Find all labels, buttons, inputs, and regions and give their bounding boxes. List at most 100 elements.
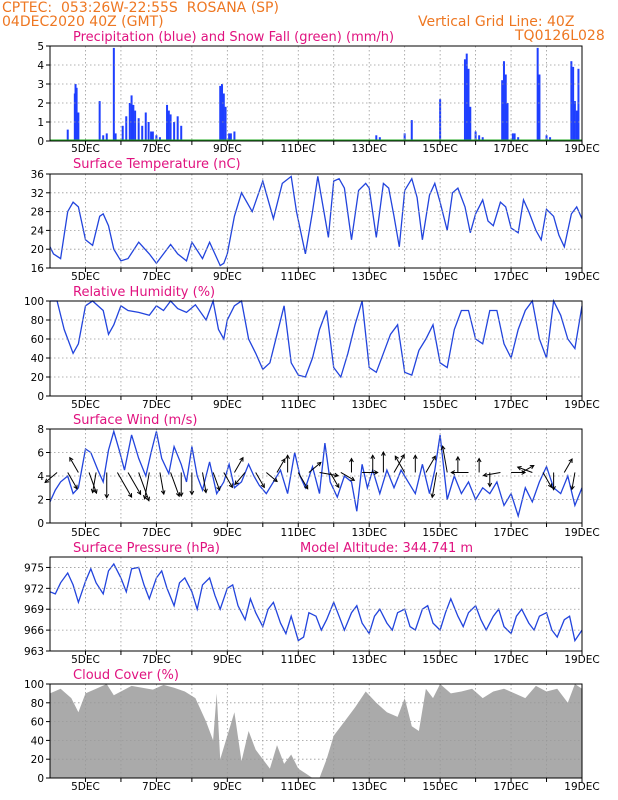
precip-frame: [49, 45, 583, 142]
y-tick-label: 80: [31, 315, 44, 327]
wind-arrow: [551, 472, 556, 491]
grid-line-label: Vertical Grid Line: 40Z: [418, 14, 575, 30]
precip-bar: [222, 93, 225, 141]
date-label: 11DEC: [281, 527, 316, 539]
date-label: 15DEC: [422, 781, 457, 793]
wind-arrow: [116, 472, 133, 499]
temp-line: [49, 175, 583, 267]
y-tick-label: 4: [37, 471, 44, 483]
y-tick-label: 4: [37, 60, 44, 72]
wind-arrow: [394, 455, 406, 473]
date-label: 17DEC: [493, 654, 528, 666]
date-label: 5DEC: [71, 654, 100, 666]
precip-bar: [114, 133, 117, 141]
date-label: 19DEC: [564, 654, 599, 666]
precip-bar: [219, 85, 222, 141]
y-tick-label: 28: [31, 207, 44, 219]
wind-arrow: [255, 472, 265, 489]
y-tick-label: 0: [37, 136, 44, 148]
y-tick-label: 966: [24, 625, 44, 637]
date-label: 11DEC: [281, 143, 316, 155]
precip-bar: [221, 84, 224, 141]
date-label: 17DEC: [493, 781, 528, 793]
date-label: 15DEC: [422, 399, 457, 411]
wind-arrow: [297, 472, 309, 490]
cloud-title: Cloud Cover (%): [73, 668, 179, 683]
y-tick-label: 40: [31, 735, 44, 747]
wind-panel: 0 2 4 6 8 5DEC 7DEC 9DEC 11DEC 13DEC 15DEC 17DEC 19D…: [37, 424, 599, 539]
date-label: 7DEC: [142, 271, 171, 283]
y-tick-label: 963: [24, 646, 44, 658]
date-label: 5DEC: [71, 143, 100, 155]
wind-arrow: [425, 455, 436, 473]
model-label: TQ0126L028: [515, 28, 605, 44]
precip-bar: [506, 103, 509, 141]
date-label: 5DEC: [71, 271, 100, 283]
station-label: CPTEC: 053:26W-22:55S ROSANA (SP): [2, 0, 279, 16]
precip-bar: [77, 112, 80, 141]
precip-bar: [167, 110, 170, 141]
wind-arrow: [349, 457, 354, 473]
precip-bar: [511, 133, 514, 141]
wind-arrow: [455, 455, 461, 473]
wind-arrow: [44, 472, 58, 484]
precip-bar: [502, 61, 505, 142]
precip-bar: [158, 137, 161, 141]
precip-bar: [224, 106, 227, 141]
date-label: 9DEC: [213, 654, 242, 666]
precip-bar: [128, 103, 131, 141]
precip-bar: [577, 68, 580, 141]
pressure-panel: 963 966 969 972 975 5DEC 7DEC 9DEC 11DEC 13DEC 15D…: [24, 556, 600, 666]
precip-title: Precipitation (blue) and Snow Fall (gree…: [73, 30, 394, 45]
wind-arrow: [233, 456, 244, 473]
date-label: 9DEC: [213, 271, 242, 283]
precip-bar: [570, 61, 573, 142]
precip-bar: [228, 133, 231, 141]
wind-arrow: [159, 472, 166, 496]
cloud-area: [50, 684, 582, 778]
precip-bar: [98, 101, 101, 141]
humidity-title: Relative Humidity (%): [73, 285, 215, 300]
y-tick-label: 40: [31, 353, 44, 365]
precip-bar: [134, 110, 137, 141]
humidity-line: [50, 298, 583, 379]
date-label: 5DEC: [71, 527, 100, 539]
wind-arrow: [142, 472, 150, 500]
wind-arrow: [450, 470, 469, 475]
humidity-panel: 0 20 40 60 80 100 5DEC 7DEC 9DEC 11DEC 13DEC 15DEC 1…: [24, 296, 600, 411]
precip-bar: [150, 131, 153, 141]
y-tick-label: 60: [31, 334, 44, 346]
date-label: 13DEC: [351, 143, 386, 155]
y-tick-label: 5: [37, 41, 44, 53]
date-label: 13DEC: [351, 781, 386, 793]
header: CPTEC: 053:26W-22:55S ROSANA (SP) 04DEC2…: [0, 0, 618, 46]
pressure-frame: [49, 556, 583, 652]
wind-arrow: [362, 470, 379, 475]
date-label: 11DEC: [281, 654, 316, 666]
wind-title: Surface Wind (m/s): [73, 413, 197, 428]
date-label: 19DEC: [564, 399, 599, 411]
temp-title: Surface Temperature (nC): [73, 157, 241, 172]
date-label: 13DEC: [351, 527, 386, 539]
wind-arrow: [234, 472, 246, 486]
precip-bar: [403, 133, 406, 141]
date-label: 13DEC: [351, 271, 386, 283]
date-label: 19DEC: [564, 781, 599, 793]
y-tick-label: 2: [37, 98, 44, 110]
precip-bar: [141, 125, 144, 141]
date-label: 13DEC: [351, 654, 386, 666]
date-label: 5DEC: [71, 399, 100, 411]
date-label: 19DEC: [564, 143, 599, 155]
wind-arrow: [319, 471, 340, 478]
wind-arrow: [189, 472, 195, 496]
y-tick-label: 20: [31, 372, 44, 384]
precip-bar: [74, 84, 77, 141]
precip-bar: [176, 116, 179, 141]
precip-bar: [469, 106, 472, 141]
precip-bar: [439, 99, 442, 141]
y-tick-label: 0: [37, 518, 44, 530]
y-tick-label: 0: [37, 391, 44, 403]
y-tick-label: 24: [31, 225, 45, 237]
wind-arrow: [104, 472, 110, 499]
temp-panel: 16 20 24 28 32 36 5DEC 7DEC 9DEC 11DEC 13DEC 15DEC 1…: [31, 169, 600, 283]
